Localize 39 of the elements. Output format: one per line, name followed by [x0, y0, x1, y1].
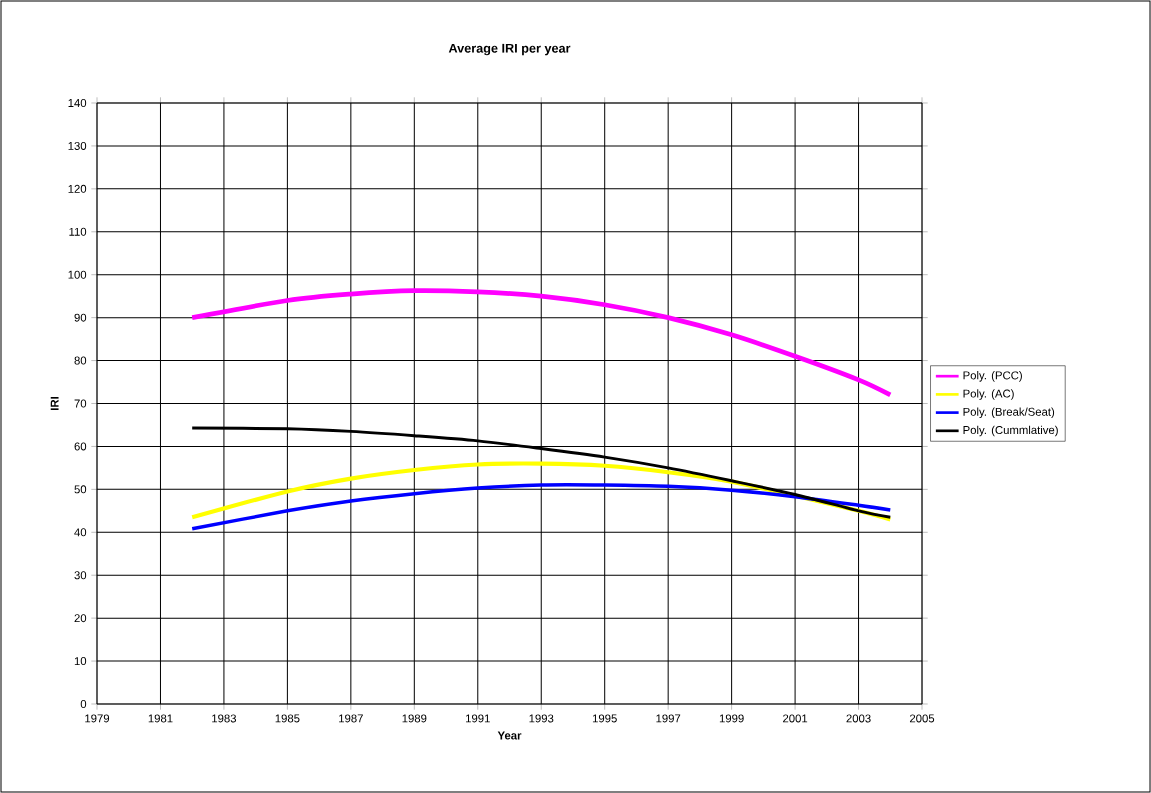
y-tick-label: 0 — [80, 700, 87, 709]
x-tick-label: 1993 — [529, 714, 554, 723]
line-series — [189, 288, 893, 398]
y-tick-label: 130 — [68, 141, 87, 150]
x-tick-label: 1979 — [85, 714, 110, 723]
y-tick-label: 80 — [74, 356, 87, 365]
line-series — [190, 483, 893, 531]
x-tick-label: 2003 — [846, 714, 871, 723]
legend-label: Poly. (Cummlative) — [963, 425, 1058, 437]
y-tick-label: 90 — [74, 313, 87, 322]
x-tick-label: 1997 — [656, 714, 681, 723]
x-tick-label: 1991 — [466, 714, 490, 723]
y-tick-label: 100 — [68, 270, 87, 279]
x-tick-label: 1999 — [719, 714, 744, 723]
y-tick-label: 30 — [74, 571, 87, 580]
y-tick-label: 120 — [68, 184, 87, 193]
y-tick-label: 20 — [74, 614, 87, 623]
y-tick-label: 50 — [74, 485, 87, 494]
y-tick-label: 110 — [69, 227, 87, 236]
legend-label: Poly. (Break/Seat) — [963, 407, 1055, 419]
x-tick-label: 1987 — [339, 714, 363, 723]
y-tick-label: 140 — [68, 98, 87, 107]
x-tick-label: 1985 — [275, 714, 300, 723]
x-axis-title: Year — [497, 731, 522, 740]
legend-label: Poly. (PCC) — [963, 371, 1022, 382]
y-tick-label: 60 — [74, 442, 87, 451]
x-tick-label: 1989 — [402, 714, 427, 723]
y-tick-label: 40 — [74, 528, 87, 537]
line-series — [190, 426, 892, 519]
y-tick-label: 10 — [74, 657, 87, 666]
x-tick-label: 2001 — [783, 714, 808, 723]
y-tick-label: 70 — [74, 399, 87, 408]
x-tick-label: 2005 — [909, 714, 935, 723]
y-axis-title: IRI — [50, 397, 59, 410]
x-tick-label: 1983 — [212, 714, 237, 723]
legend-label: Poly. (AC) — [963, 389, 1014, 400]
x-tick-label: 1981 — [148, 714, 173, 723]
chart-title: Average IRI per year — [448, 43, 571, 56]
x-tick-label: 1995 — [592, 714, 617, 723]
